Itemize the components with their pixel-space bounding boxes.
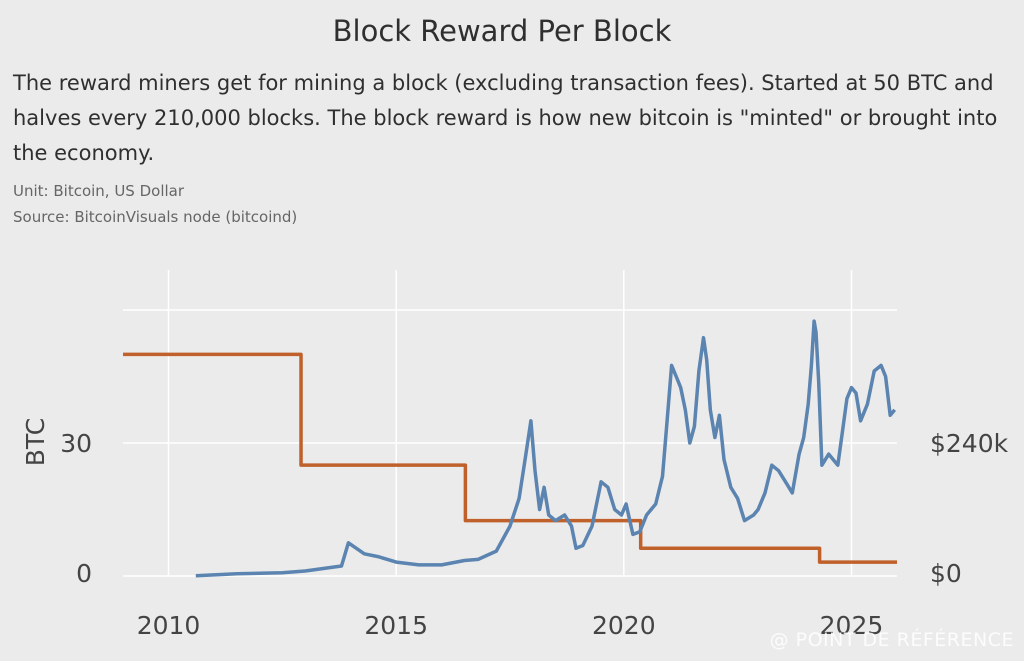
grid-lines bbox=[123, 270, 897, 577]
x-tick-label: 2010 bbox=[137, 611, 201, 640]
y-left-tick-label: 30 bbox=[60, 429, 92, 458]
watermark: @ POINT DE RÉFÉRENCE bbox=[769, 629, 1014, 651]
x-tick-label: 2015 bbox=[364, 611, 428, 640]
block-reward-line bbox=[123, 352, 897, 564]
y-axis-label: BTC bbox=[21, 418, 50, 466]
y-right-tick-label: $240k bbox=[930, 429, 1009, 458]
unit-text: Unit: Bitcoin, US Dollar bbox=[13, 182, 185, 200]
y-left-tick-label: 0 bbox=[76, 559, 92, 588]
chart-description: The reward miners get for mining a block… bbox=[13, 71, 998, 165]
series-group bbox=[123, 319, 897, 578]
source-text: Source: BitcoinVisuals node (bitcoind) bbox=[13, 208, 298, 226]
x-tick-label: 2025 bbox=[820, 611, 884, 640]
x-tick-label: 2020 bbox=[592, 611, 656, 640]
y-right-tick-label: $0 bbox=[930, 559, 962, 588]
chart-title: Block Reward Per Block bbox=[332, 14, 672, 48]
axis-ticks: 2010 2015 2020 2025 0 30 $0 $240k bbox=[60, 429, 1008, 640]
price-line bbox=[195, 319, 897, 578]
